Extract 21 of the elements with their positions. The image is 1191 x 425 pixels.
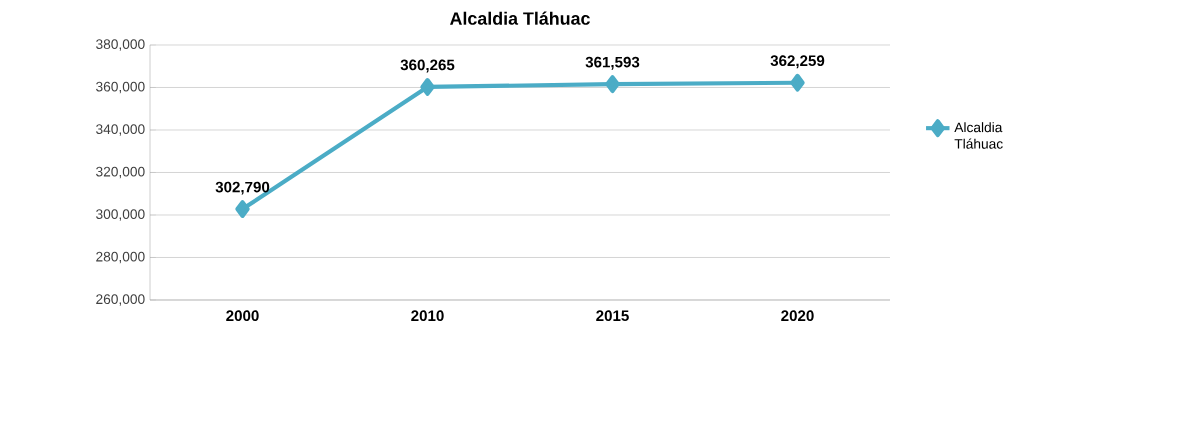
- point: [420, 78, 435, 96]
- data-label: 362,259: [770, 55, 825, 69]
- y-tick-label: 260,000: [96, 294, 145, 306]
- point: [235, 200, 250, 218]
- x-tick-label: 2000: [226, 310, 259, 322]
- data-label: 360,265: [400, 59, 455, 73]
- y-tick-label: 300,000: [96, 209, 145, 221]
- chart-title: Alcaldia Tláhuac: [450, 11, 590, 25]
- y-tick-label: 380,000: [96, 39, 145, 51]
- data-label: 361,593: [585, 56, 640, 70]
- point: [790, 73, 805, 92]
- x-tick-label: 2020: [781, 310, 814, 322]
- x-tick-label: 2010: [411, 310, 444, 322]
- y-tick-label: 280,000: [96, 251, 145, 264]
- data-label: 302,790: [215, 181, 270, 195]
- y-tick-label: 340,000: [96, 124, 145, 136]
- x-tick-label: 2015: [596, 310, 629, 322]
- y-tick-label: 320,000: [96, 166, 145, 179]
- legend-label: Alcaldia Tláhuac: [954, 122, 1003, 149]
- y-tick-label: 360,000: [96, 81, 145, 94]
- point: [605, 75, 620, 94]
